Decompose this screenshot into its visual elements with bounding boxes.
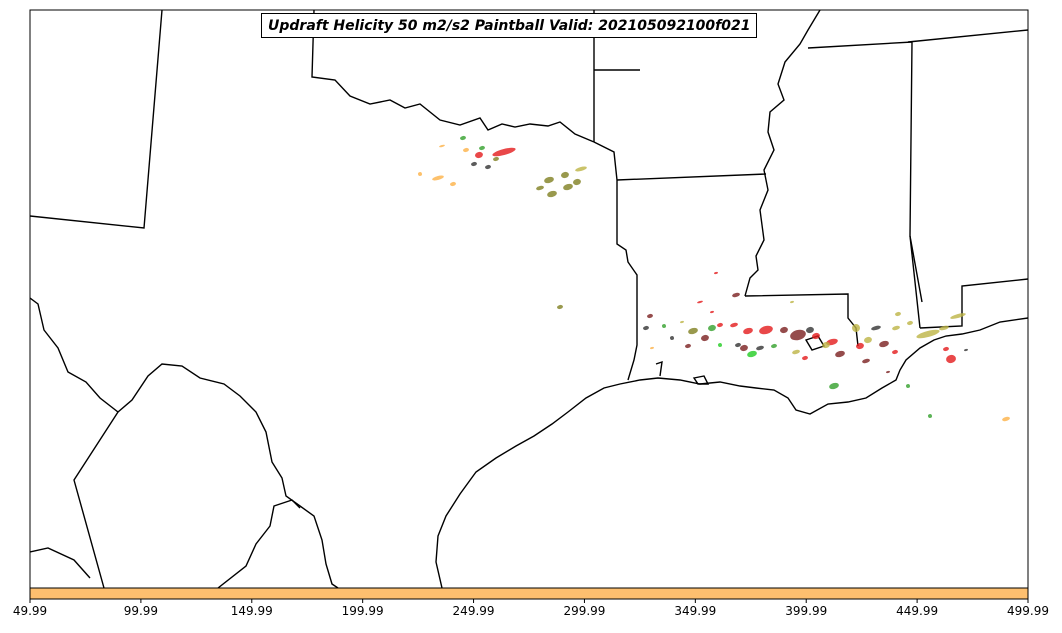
paintball-blob	[485, 164, 491, 170]
colorbar-tick-label: 449.99	[896, 604, 939, 618]
paintball-blob	[670, 336, 674, 340]
paintball-blob	[946, 354, 956, 364]
paintball-blob	[802, 355, 808, 361]
paintball-blob	[701, 334, 709, 342]
map-title: Updraft Helicity 50 m2/s2 Paintball Vali…	[261, 13, 758, 38]
paintball-blob	[492, 147, 516, 157]
paintball-blob	[450, 181, 456, 187]
state-borders	[30, 10, 1028, 588]
paintball-blob	[835, 350, 845, 358]
paintball-blob	[475, 151, 483, 159]
paintball-blob	[822, 341, 830, 349]
paintball-blob	[557, 304, 563, 310]
paintball-blob	[790, 329, 806, 341]
paintball-blob	[717, 322, 723, 328]
paintball-blob	[643, 325, 649, 331]
paintball-blob	[460, 135, 466, 141]
colorbar-tick-label: 349.99	[674, 604, 717, 618]
paintball-blob	[964, 348, 968, 352]
paintball-blob	[928, 414, 932, 418]
paintball-blob	[647, 313, 653, 319]
paintball-blob	[943, 346, 949, 352]
colorbar-tick-label: 99.99	[123, 604, 159, 618]
paintball-blob	[806, 326, 814, 334]
map-frame	[29, 9, 1029, 589]
paintball-blob	[710, 310, 714, 314]
paintball-blob	[432, 175, 444, 181]
paintball-blob	[471, 161, 477, 167]
paintball-blob	[561, 171, 569, 179]
paintball-blob	[575, 166, 587, 172]
paintball-blob	[950, 313, 966, 319]
paintball-blob	[536, 185, 544, 191]
paintball-blob	[493, 156, 499, 162]
paintball-blob	[662, 324, 666, 328]
paintball-blob	[708, 324, 716, 332]
colorbar-tick-label: 399.99	[785, 604, 828, 618]
paintball-blob	[730, 322, 738, 328]
paintball-blob	[879, 340, 889, 348]
paintball-blob	[650, 346, 654, 350]
paintball-blob	[892, 325, 900, 331]
paintball-blob	[418, 172, 422, 176]
paintball-blob	[740, 344, 748, 352]
paintball-blob	[1002, 416, 1010, 422]
paintball-blob	[732, 292, 740, 298]
paintball-blob	[892, 349, 898, 355]
paintball-blob	[743, 327, 753, 335]
paintball-blob	[852, 324, 860, 332]
paintball-blob	[547, 190, 557, 198]
paintball-blob	[685, 343, 691, 349]
paintball-blob	[439, 144, 445, 148]
paintball-blob	[544, 176, 554, 184]
paintball-blob	[697, 300, 703, 304]
colorbar-tick-label: 249.99	[452, 604, 495, 618]
paintball-blob	[812, 332, 820, 340]
colorbar-tick-label: 499.99	[1007, 604, 1049, 618]
colorbar-tick-label: 149.99	[230, 604, 273, 618]
paintball-blob	[856, 342, 864, 350]
paintball-blob	[756, 345, 764, 351]
paintball-blob	[916, 329, 940, 339]
paintball-blob	[829, 382, 839, 390]
paintball-blob	[680, 320, 684, 324]
colorbar	[29, 587, 1029, 600]
paintball-blob	[906, 384, 910, 388]
paintball-blob	[563, 183, 573, 191]
map-background	[30, 10, 1028, 588]
colorbar-ticks	[29, 599, 1029, 603]
colorbar-tick-label: 299.99	[563, 604, 606, 618]
colorbar-tick-label: 49.99	[12, 604, 48, 618]
paintball-blob	[759, 325, 773, 335]
paintball-objects	[418, 135, 1010, 422]
paintball-blob	[907, 320, 913, 326]
paintball-blob	[479, 145, 485, 151]
paintball-blob	[688, 327, 698, 335]
paintball-blob	[735, 342, 741, 348]
paintball-blob	[771, 343, 777, 349]
paintball-blob	[714, 271, 718, 275]
paintball-blob	[895, 311, 901, 317]
paintball-blob	[780, 326, 788, 334]
paintball-blob	[718, 343, 722, 347]
paintball-blob	[871, 325, 881, 331]
paintball-blob	[886, 370, 890, 374]
paintball-blob	[862, 358, 870, 364]
paintball-blob	[864, 336, 872, 344]
paintball-blob	[792, 349, 800, 355]
colorbar-tick-label: 199.99	[341, 604, 384, 618]
paintball-blob	[573, 178, 581, 186]
paintball-blob	[939, 325, 949, 331]
paintball-blob	[747, 350, 757, 358]
paintball-blob	[463, 147, 469, 153]
paintball-blob	[790, 300, 794, 304]
